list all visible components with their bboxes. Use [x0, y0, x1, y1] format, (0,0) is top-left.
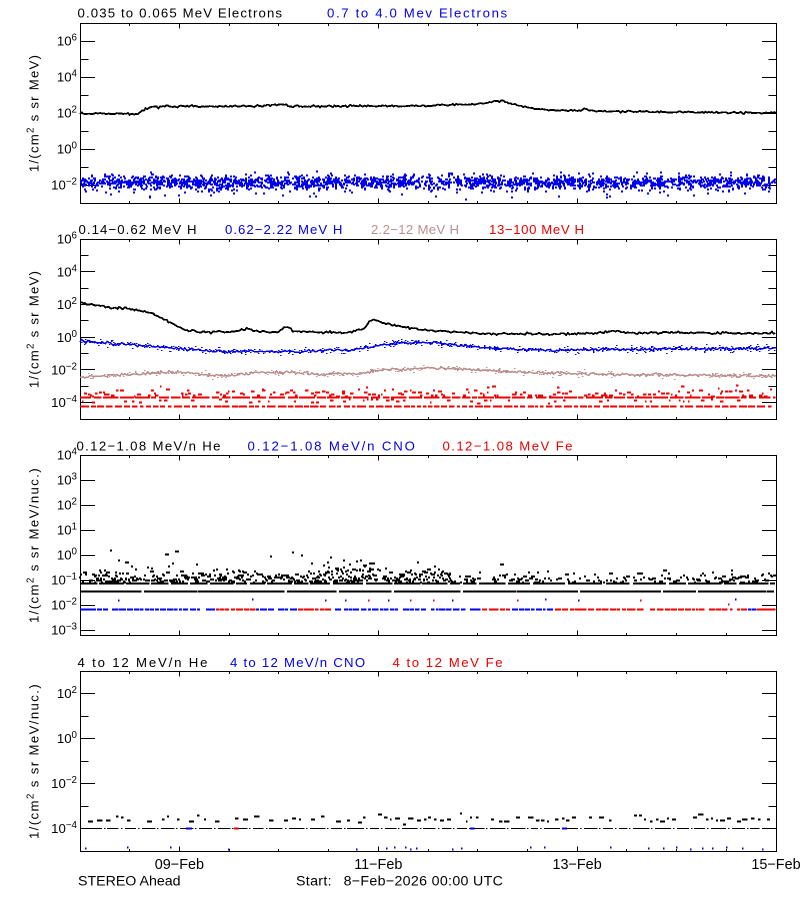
svg-text:13−Feb: 13−Feb [552, 857, 601, 873]
svg-text:0.62−2.22 MeV H: 0.62−2.22 MeV H [225, 222, 343, 237]
svg-text:2.2−12 MeV H: 2.2−12 MeV H [371, 222, 459, 237]
svg-text:1/(cm2 s sr MeV): 1/(cm2 s sr MeV) [26, 54, 42, 172]
svg-text:4 to 12 MeV Fe: 4 to 12 MeV Fe [393, 655, 505, 670]
svg-text:0.12−1.08 MeV Fe: 0.12−1.08 MeV Fe [443, 438, 574, 453]
svg-text:4 to 12 MeV/n He: 4 to 12 MeV/n He [78, 655, 210, 670]
svg-text:0.12−1.08 MeV/n CNO: 0.12−1.08 MeV/n CNO [248, 438, 417, 453]
svg-text:09−Feb: 09−Feb [155, 857, 204, 873]
svg-text:STEREO Ahead: STEREO Ahead [78, 874, 181, 890]
svg-text:0.12−1.08 MeV/n He: 0.12−1.08 MeV/n He [77, 438, 222, 453]
svg-text:1/(cm2 s sr MeV/nuc.): 1/(cm2 s sr MeV/nuc.) [26, 467, 42, 623]
svg-text:0.14−0.62 MeV H: 0.14−0.62 MeV H [79, 222, 198, 237]
svg-text:15−Feb: 15−Feb [751, 857, 800, 873]
svg-text:4 to 12 MeV/n CNO: 4 to 12 MeV/n CNO [230, 655, 366, 670]
svg-text:1/(cm2 s sr MeV/nuc.): 1/(cm2 s sr MeV/nuc.) [26, 683, 42, 839]
svg-text:13−100 MeV H: 13−100 MeV H [489, 222, 585, 237]
svg-text:11−Feb: 11−Feb [354, 857, 402, 873]
svg-text:Start: 8−Feb−2026 00:00 UTC: Start: 8−Feb−2026 00:00 UTC [296, 874, 503, 890]
svg-text:0.035 to 0.065 MeV Electrons: 0.035 to 0.065 MeV Electrons [78, 5, 284, 20]
svg-text:1/(cm2 s sr MeV): 1/(cm2 s sr MeV) [26, 270, 42, 388]
svg-text:0.7 to 4.0 Mev Electrons: 0.7 to 4.0 Mev Electrons [327, 5, 509, 20]
